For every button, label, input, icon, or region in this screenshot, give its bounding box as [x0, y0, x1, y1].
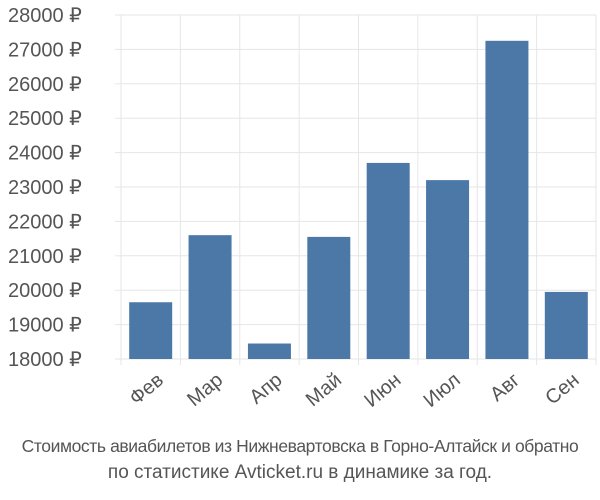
x-tick-label: Авг: [486, 369, 524, 406]
bar-2: [188, 235, 232, 359]
x-tick-label: Фев: [125, 369, 167, 410]
bar-8: [544, 291, 588, 359]
y-tick-label: 27000 ₽: [8, 39, 82, 61]
bar-5: [366, 162, 410, 359]
y-tick-label: 20000 ₽: [8, 280, 82, 302]
y-tick-label: 25000 ₽: [8, 108, 82, 130]
x-axis-ticks: Фев Мар Апр Май Июн Июл Авг Сен: [125, 369, 583, 412]
y-tick-label: 23000 ₽: [8, 177, 82, 199]
x-tick-label: Июл: [420, 369, 465, 412]
bar-1: [129, 302, 173, 359]
bars: [129, 40, 588, 360]
bar-4: [307, 236, 351, 359]
y-tick-label: 22000 ₽: [8, 211, 82, 233]
chart-caption-line2: по статистике Avticket.ru в динамике за …: [107, 462, 493, 483]
y-tick-label: 24000 ₽: [8, 143, 82, 165]
x-tick-label: Сен: [541, 369, 583, 409]
chart-caption-line1: Стоимость авиабилетов из Нижневартовска …: [21, 436, 579, 456]
x-tick-label: Июн: [360, 369, 405, 412]
x-tick-label: Апр: [245, 369, 286, 409]
bar-7: [485, 40, 529, 360]
bar-3: [247, 343, 291, 359]
bar-6: [426, 180, 470, 359]
x-tick-label: Май: [302, 369, 346, 411]
x-tick-label: Мар: [183, 369, 227, 411]
y-tick-label: 26000 ₽: [8, 74, 82, 96]
y-tick-label: 21000 ₽: [8, 246, 82, 268]
y-tick-label: 28000 ₽: [8, 5, 82, 27]
price-bar-chart: 18000 ₽ 19000 ₽ 20000 ₽ 21000 ₽ 22000 ₽ 23000…: [8, 5, 597, 412]
y-tick-label: 18000 ₽: [8, 349, 82, 371]
y-axis-ticks: 18000 ₽ 19000 ₽ 20000 ₽ 21000 ₽ 22000 ₽ 23000…: [8, 5, 82, 371]
y-tick-label: 19000 ₽: [8, 315, 82, 337]
